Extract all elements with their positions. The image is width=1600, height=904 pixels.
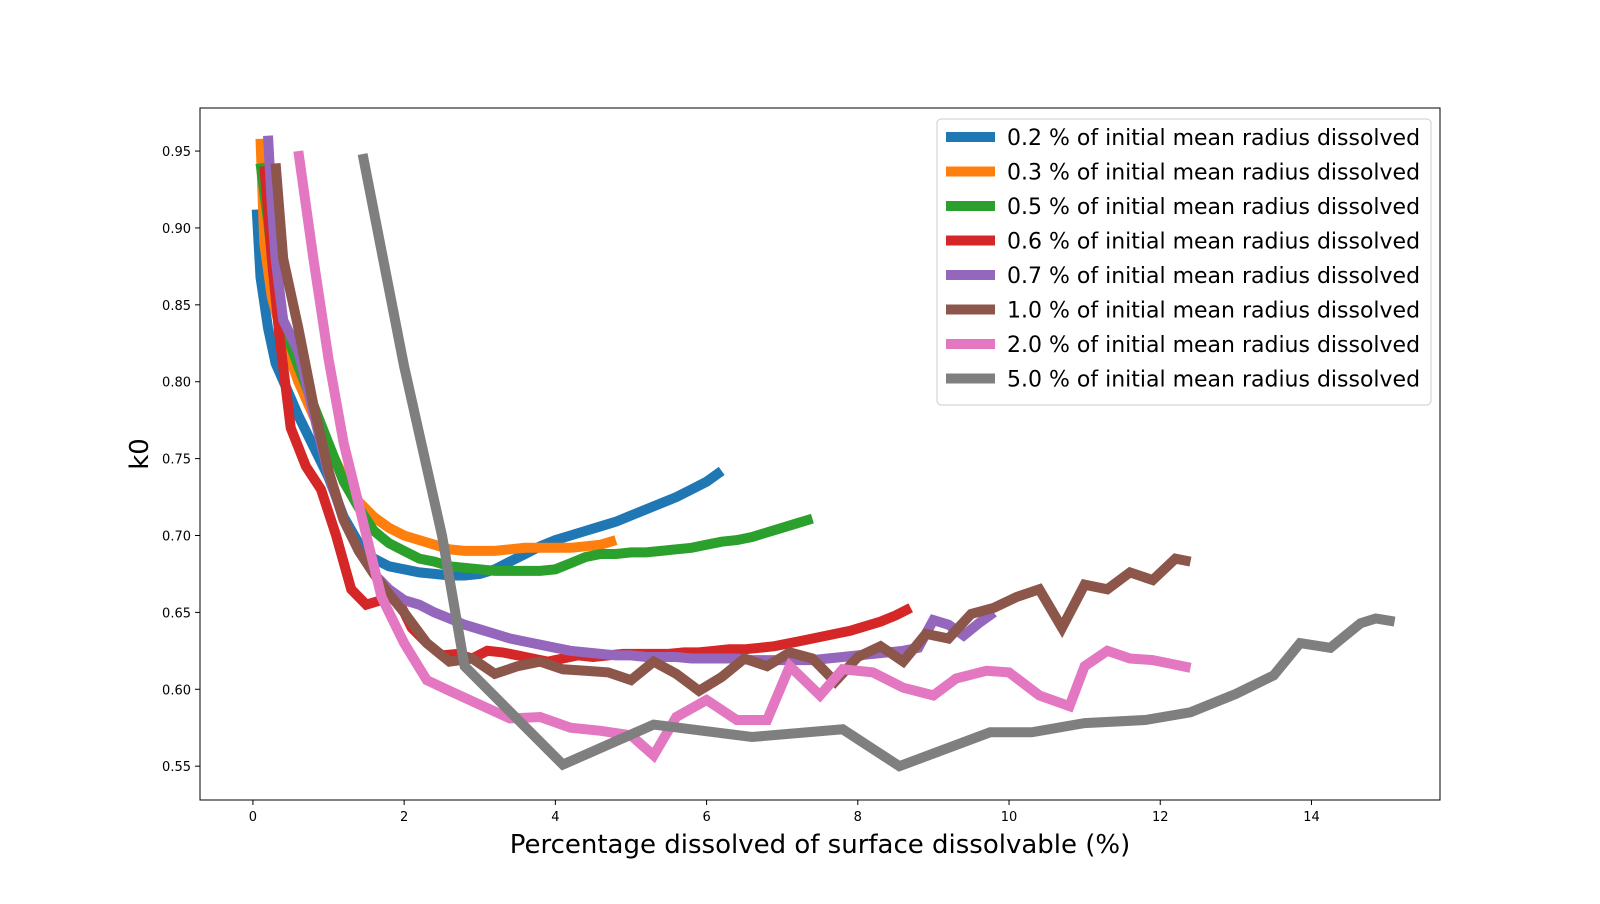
y-axis: 0.55 0.60 0.65 0.70 0.75 0.80 0.85 0.90 0.95: [162, 145, 200, 775]
y-tick-label: 0.55: [162, 760, 191, 775]
series-line-3: [255, 162, 814, 576]
x-tick-label: 8: [854, 810, 862, 825]
x-tick-label: 6: [702, 810, 710, 825]
y-axis-label: k0: [125, 438, 155, 470]
legend-label: 0.7 % of initial mean radius dissolved: [1007, 264, 1420, 289]
legend-label: 5.0 % of initial mean radius dissolved: [1007, 368, 1420, 393]
x-axis: 0 2 4 6 8 10 12 14: [249, 800, 1320, 825]
series-line-7: [293, 150, 1192, 764]
y-tick-label: 0.60: [162, 683, 191, 698]
y-tick-label: 0.90: [162, 222, 191, 237]
series-line-1: [251, 209, 725, 581]
x-tick-label: 0: [249, 810, 257, 825]
series-layer: [251, 135, 1396, 772]
legend-label: 0.5 % of initial mean radius dissolved: [1007, 195, 1420, 220]
y-tick-label: 0.70: [162, 530, 191, 545]
x-tick-label: 12: [1152, 810, 1169, 825]
y-tick-label: 0.65: [162, 606, 191, 621]
legend-label: 0.6 % of initial mean radius dissolved: [1007, 230, 1420, 255]
y-tick-label: 0.95: [162, 145, 191, 160]
x-tick-label: 2: [400, 810, 408, 825]
legend-box: [936, 118, 1432, 406]
x-tick-label: 10: [1001, 810, 1018, 825]
series-line-2: [255, 138, 618, 556]
series-line-4: [259, 165, 913, 667]
legend-label: 1.0 % of initial mean radius dissolved: [1007, 299, 1420, 324]
legend: 0.2 % of initial mean radius dissolved 0.…: [936, 118, 1432, 406]
plot-frame: [199, 107, 1441, 801]
y-tick-label: 0.85: [162, 299, 191, 314]
x-axis-label: Percentage dissolved of surface dissolva…: [510, 830, 1131, 860]
legend-label: 0.3 % of initial mean radius dissolved: [1007, 161, 1420, 186]
legend-label: 0.2 % of initial mean radius dissolved: [1007, 126, 1420, 151]
legend-label: 2.0 % of initial mean radius dissolved: [1007, 333, 1420, 358]
x-tick-label: 14: [1303, 810, 1320, 825]
y-tick-label: 0.80: [162, 376, 191, 391]
x-tick-label: 4: [551, 810, 559, 825]
y-tick-label: 0.75: [162, 453, 191, 468]
series-line-8: [357, 153, 1396, 772]
